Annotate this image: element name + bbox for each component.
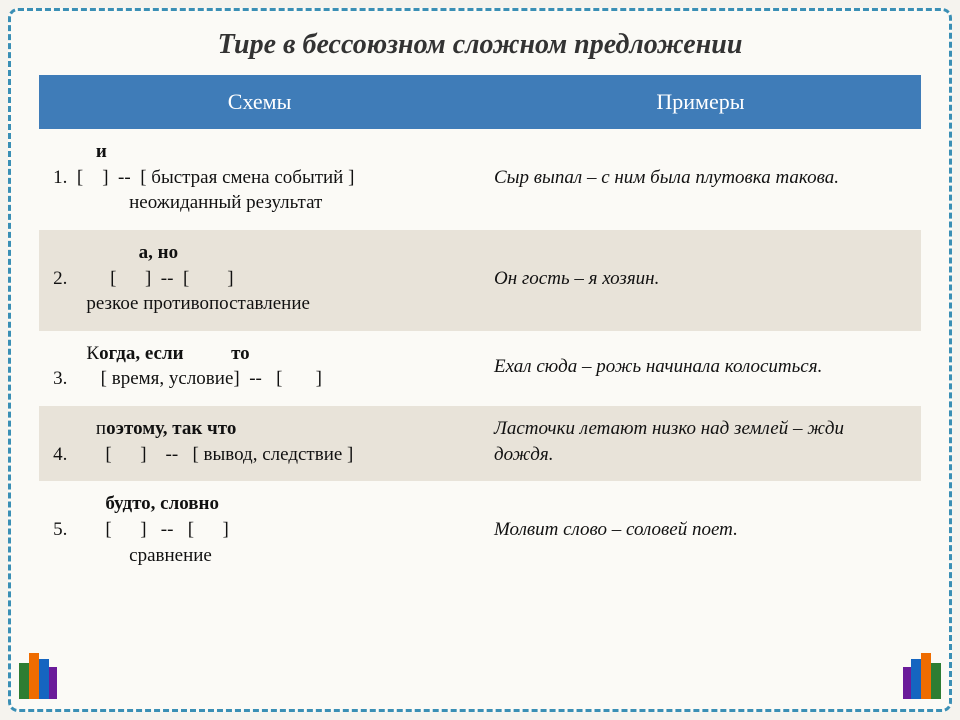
schema-hint: будто, словно — [53, 491, 466, 517]
example-cell: Он гость – я хозяин. — [480, 230, 921, 331]
schema-cell: и1. [ ] -- [ быстрая смена событий ] нео… — [39, 129, 480, 230]
schema-brackets: 3. [ время, условие] -- [ ] — [53, 366, 466, 392]
schema-cell: будто, словно5. [ ] -- [ ] сравнение — [39, 481, 480, 582]
example-cell: Сыр выпал – с ним была плутовка такова. — [480, 129, 921, 230]
schema-cell: Когда, если то3. [ время, условие] -- [ … — [39, 331, 480, 406]
schema-brackets: 5. [ ] -- [ ] — [53, 517, 466, 543]
schema-brackets: 2. [ ] -- [ ] — [53, 266, 466, 292]
schema-brackets: 1. [ ] -- [ быстрая смена событий ] — [53, 165, 466, 191]
table-row: поэтому, так что4. [ ] -- [ вывод, следс… — [39, 406, 921, 481]
schema-block: Когда, если то3. [ время, условие] -- [ … — [53, 341, 466, 392]
page-title: Тире в бессоюзном сложном предложении — [11, 11, 949, 75]
schema-cell: а, но2. [ ] -- [ ] резкое противопоставл… — [39, 230, 480, 331]
col-header-examples: Примеры — [480, 75, 921, 129]
schema-block: и1. [ ] -- [ быстрая смена событий ] нео… — [53, 139, 466, 216]
schema-hint: Когда, если то — [53, 341, 466, 367]
schema-desc: неожиданный результат — [53, 190, 466, 216]
example-cell: Молвит слово – соловей поет. — [480, 481, 921, 582]
schema-block: поэтому, так что4. [ ] -- [ вывод, следс… — [53, 416, 466, 467]
decor-books-left — [15, 623, 65, 703]
schema-desc: сравнение — [53, 543, 466, 569]
content-frame: Тире в бессоюзном сложном предложении Сх… — [8, 8, 952, 712]
example-cell: Ехал сюда – рожь начинала колоситься. — [480, 331, 921, 406]
schema-desc: резкое противопоставление — [53, 291, 466, 317]
table-row: будто, словно5. [ ] -- [ ] сравнениеМолв… — [39, 481, 921, 582]
schema-brackets: 4. [ ] -- [ вывод, следствие ] — [53, 442, 466, 468]
table-row: и1. [ ] -- [ быстрая смена событий ] нео… — [39, 129, 921, 230]
schema-hint: а, но — [53, 240, 466, 266]
schema-hint: и — [53, 139, 466, 165]
table-row: Когда, если то3. [ время, условие] -- [ … — [39, 331, 921, 406]
schema-hint: поэтому, так что — [53, 416, 466, 442]
rules-table: Схемы Примеры и1. [ ] -- [ быстрая смена… — [39, 75, 921, 582]
schema-block: а, но2. [ ] -- [ ] резкое противопоставл… — [53, 240, 466, 317]
col-header-schemas: Схемы — [39, 75, 480, 129]
example-cell: Ласточки летают низко над землей – жди д… — [480, 406, 921, 481]
schema-block: будто, словно5. [ ] -- [ ] сравнение — [53, 491, 466, 568]
schema-cell: поэтому, так что4. [ ] -- [ вывод, следс… — [39, 406, 480, 481]
table-row: а, но2. [ ] -- [ ] резкое противопоставл… — [39, 230, 921, 331]
decor-books-right — [895, 623, 945, 703]
